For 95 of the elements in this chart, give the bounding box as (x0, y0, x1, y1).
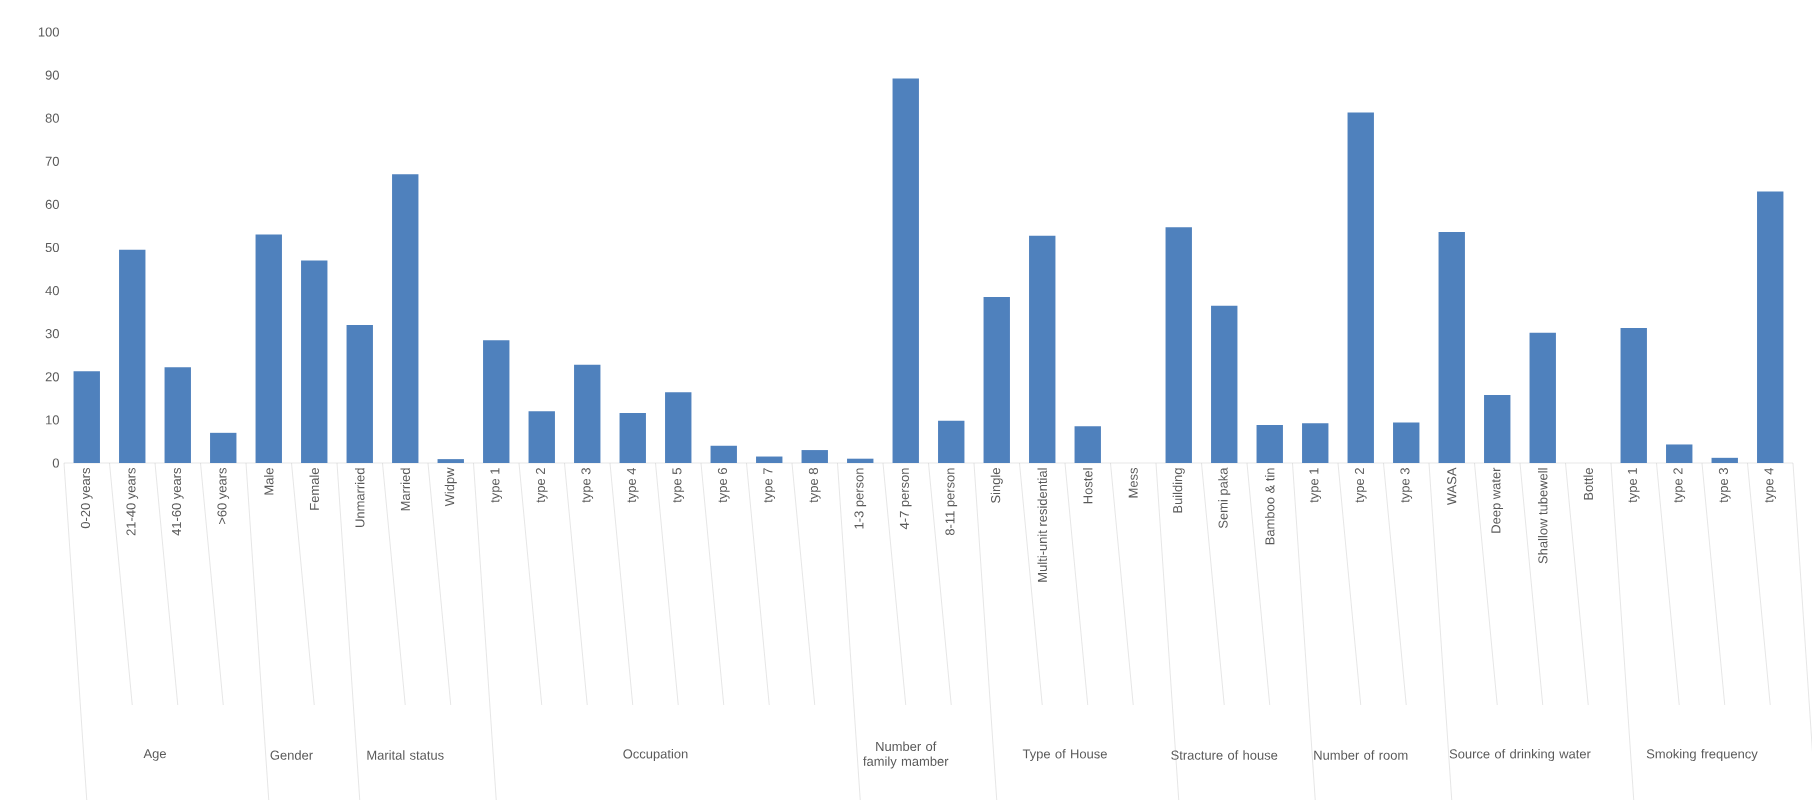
x-tick-label: type 6 (717, 468, 730, 503)
text: Occupation (623, 748, 688, 762)
bar (1165, 227, 1192, 463)
x-tick-label: Unmarried (354, 468, 365, 527)
x-tick-label: WASA (1447, 467, 1457, 506)
x-tick-label: 0-20 years (80, 468, 93, 529)
x-tick-label: Male (263, 468, 274, 495)
x-tick-label: type 8 (808, 468, 821, 503)
x-tick-label: type 5 (672, 468, 685, 503)
bar (983, 297, 1010, 463)
y-tick-label: 20 (45, 372, 59, 382)
x-tick-label: >60 years (217, 467, 230, 525)
y-tick-label: 50 (45, 242, 59, 253)
x-tick-label: Hostel (1082, 468, 1093, 504)
text: Number of family mamber (863, 741, 949, 769)
text: Marital status (367, 750, 444, 760)
x-tick-label: type 3 (1718, 468, 1731, 503)
bar (1757, 191, 1784, 463)
x-tick-label: 21-40 years (126, 468, 139, 536)
x-tick-label: 41-60 years (171, 468, 184, 536)
bar (1074, 426, 1101, 463)
bar (1620, 328, 1647, 463)
bar (164, 367, 191, 463)
x-tick-label: Mess (1128, 467, 1138, 498)
bar (1393, 422, 1420, 463)
x-tick-label: type 4 (1764, 467, 1777, 503)
text: Number of room (1314, 750, 1408, 760)
bar (255, 234, 282, 463)
x-tick-label: Widpw (444, 467, 457, 507)
bar (801, 450, 828, 463)
x-tick-label: Bottle (1583, 468, 1593, 500)
text: Type of House (1022, 748, 1107, 762)
x-tick-label: type 3 (581, 468, 594, 503)
x-tick-label: type 2 (535, 468, 548, 503)
text: Smoking frequency (1646, 748, 1758, 762)
bar (1302, 423, 1329, 463)
bar (301, 260, 328, 463)
bar (619, 413, 646, 463)
x-tick-label: Single (990, 468, 1003, 503)
x-tick-label: Bamboo & tin (1264, 468, 1275, 545)
x-tick-label: Multi-unit residential (1037, 468, 1047, 582)
y-tick-label: 0 (52, 458, 59, 468)
x-tick-label: type 7 (763, 468, 776, 503)
bar (73, 371, 100, 463)
x-tick-label: Semi paka (1218, 467, 1231, 529)
y-tick-label: 90 (45, 70, 59, 80)
bar (574, 364, 601, 463)
bar (847, 458, 874, 463)
bar (938, 420, 965, 463)
x-tick-label: Female (309, 468, 319, 510)
bar (392, 174, 419, 463)
x-tick-label: 1-3 person (854, 468, 867, 529)
bar (892, 78, 919, 463)
bar (1211, 305, 1238, 463)
y-tick-label: 70 (45, 156, 59, 166)
text: Stracture of house (1171, 750, 1278, 760)
y-tick-label: 100 (38, 27, 59, 37)
y-tick-label: 80 (45, 113, 59, 123)
y-tick-label: 40 (45, 286, 59, 296)
bar (437, 459, 464, 463)
y-tick-label: 60 (45, 199, 59, 209)
x-tick-label: 8-11 person (945, 468, 958, 536)
x-tick-label: Married (400, 468, 410, 511)
x-tick-label: type 1 (490, 468, 503, 503)
bar (528, 411, 555, 463)
y-tick-label: 30 (45, 329, 59, 339)
source-note: Source of drinking water (1449, 748, 1591, 762)
x-tick-label: Shallow tubewell (1537, 468, 1548, 564)
text: Gender (270, 750, 313, 760)
x-tick-label: Building (1172, 468, 1185, 513)
x-tick-label: type 1 (1309, 468, 1322, 503)
bar (1529, 332, 1556, 463)
text: Age (143, 749, 166, 761)
x-tick-label: type 2 (1354, 468, 1367, 503)
x-tick-label: type 4 (626, 467, 639, 503)
bar (210, 432, 237, 463)
bar (756, 456, 783, 463)
bar (1484, 394, 1511, 463)
bar (1256, 425, 1283, 463)
x-tick-label: type 1 (1627, 468, 1640, 503)
bar (1347, 112, 1374, 463)
x-tick-label: type 2 (1673, 468, 1686, 503)
bar (1438, 231, 1465, 463)
y-tick-label: 10 (46, 415, 59, 425)
bar (483, 340, 510, 463)
bar (1029, 235, 1056, 463)
x-tick-label: Deep water (1491, 467, 1504, 533)
bar (665, 392, 692, 463)
bar (346, 325, 373, 463)
bar (119, 249, 146, 463)
bar (1666, 444, 1693, 463)
x-tick-label: type 3 (1400, 468, 1413, 503)
bar (1711, 457, 1738, 463)
bar (710, 445, 737, 463)
x-tick-label: 4-7 person (899, 468, 912, 530)
